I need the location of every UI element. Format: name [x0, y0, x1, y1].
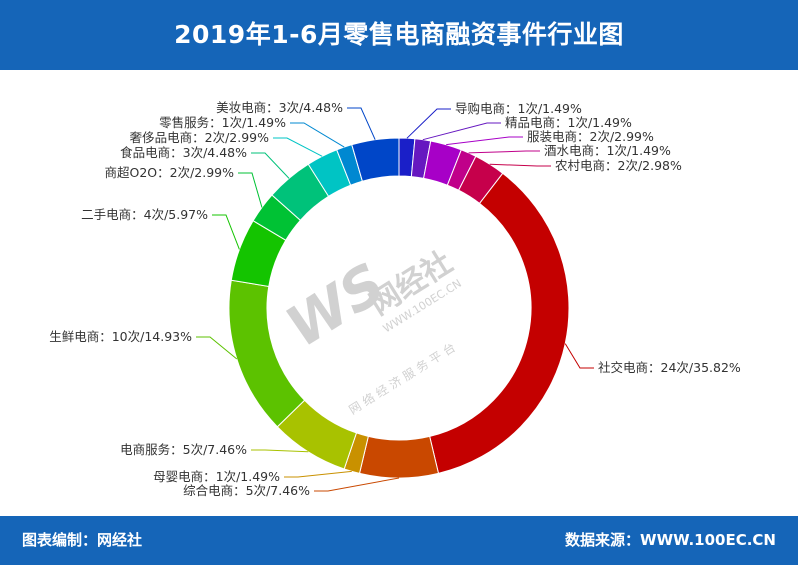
slice-label-社交电商: 社交电商：24次/35.82%: [598, 360, 741, 375]
leader-line-奢侈品电商: [273, 137, 323, 157]
slice-label-商超O2O: 商超O2O：2次/2.99%: [104, 165, 234, 180]
leader-line-电商服务: [251, 449, 309, 453]
slice-label-零售服务: 零售服务：1次/1.49%: [159, 115, 286, 130]
slice-label-母婴电商: 母婴电商：1次/1.49%: [153, 469, 280, 484]
leader-line-精品电商: [422, 122, 501, 141]
watermark-subtitle: 网 络 经 济 服 务 平 台: [346, 339, 458, 417]
watermark: WS 网经社 WWW.100EC.CN 网 络 经 济 服 务 平 台: [275, 245, 463, 417]
slice-label-食品电商: 食品电商：3次/4.48%: [120, 145, 247, 160]
leader-line-美妆电商: [347, 107, 376, 140]
slice-label-综合电商: 综合电商：5次/7.46%: [183, 483, 310, 498]
footer-bar: 图表编制：网经社 数据来源：WWW.100EC.CN: [0, 516, 798, 565]
chart-title: 2019年1-6月零售电商融资事件行业图: [174, 20, 624, 49]
leader-line-服装电商: [446, 136, 523, 146]
slice-label-电商服务: 电商服务：5次/7.46%: [120, 442, 247, 457]
leader-line-酒水电商: [468, 150, 540, 154]
slice-label-奢侈品电商: 奢侈品电商：2次/2.99%: [130, 130, 269, 145]
slice-社交电商: [429, 172, 570, 474]
donut-slices: [228, 137, 570, 479]
slice-label-导购电商: 导购电商：1次/1.49%: [455, 101, 582, 116]
slice-label-美妆电商: 美妆电商：3次/4.48%: [216, 100, 343, 115]
leader-line-商超O2O: [238, 172, 263, 208]
slice-美妆电商: [351, 137, 400, 182]
footer-data-source: 数据来源：WWW.100EC.CN: [565, 531, 776, 549]
leader-line-社交电商: [564, 343, 594, 369]
leader-line-农村电商: [489, 163, 551, 167]
leader-line-母婴电商: [284, 470, 352, 478]
slice-综合电商: [358, 435, 440, 479]
donut-chart: 导购电商：1次/1.49%精品电商：1次/1.49%服装电商：2次/2.99%酒…: [49, 100, 741, 498]
slice-label-农村电商: 农村电商：2次/2.98%: [555, 158, 682, 173]
slice-label-精品电商: 精品电商：1次/1.49%: [505, 115, 632, 130]
header-bar: 2019年1-6月零售电商融资事件行业图: [0, 0, 798, 70]
leader-line-导购电商: [406, 108, 451, 139]
footer-source-editor: 图表编制：网经社: [22, 531, 143, 549]
leader-line-生鲜电商: [196, 336, 238, 360]
leader-line-综合电商: [314, 477, 400, 492]
slice-label-二手电商: 二手电商：4次/5.97%: [81, 207, 208, 222]
leader-line-食品电商: [251, 152, 290, 179]
slice-label-酒水电商: 酒水电商：1次/1.49%: [544, 143, 671, 158]
slice-labels: 导购电商：1次/1.49%精品电商：1次/1.49%服装电商：2次/2.99%酒…: [49, 100, 741, 498]
leader-line-二手电商: [212, 214, 240, 250]
leader-line-零售服务: [290, 122, 345, 148]
leader-lines: [196, 107, 594, 492]
slice-label-服装电商: 服装电商：2次/2.99%: [527, 129, 654, 144]
slice-label-生鲜电商: 生鲜电商：10次/14.93%: [49, 329, 192, 344]
